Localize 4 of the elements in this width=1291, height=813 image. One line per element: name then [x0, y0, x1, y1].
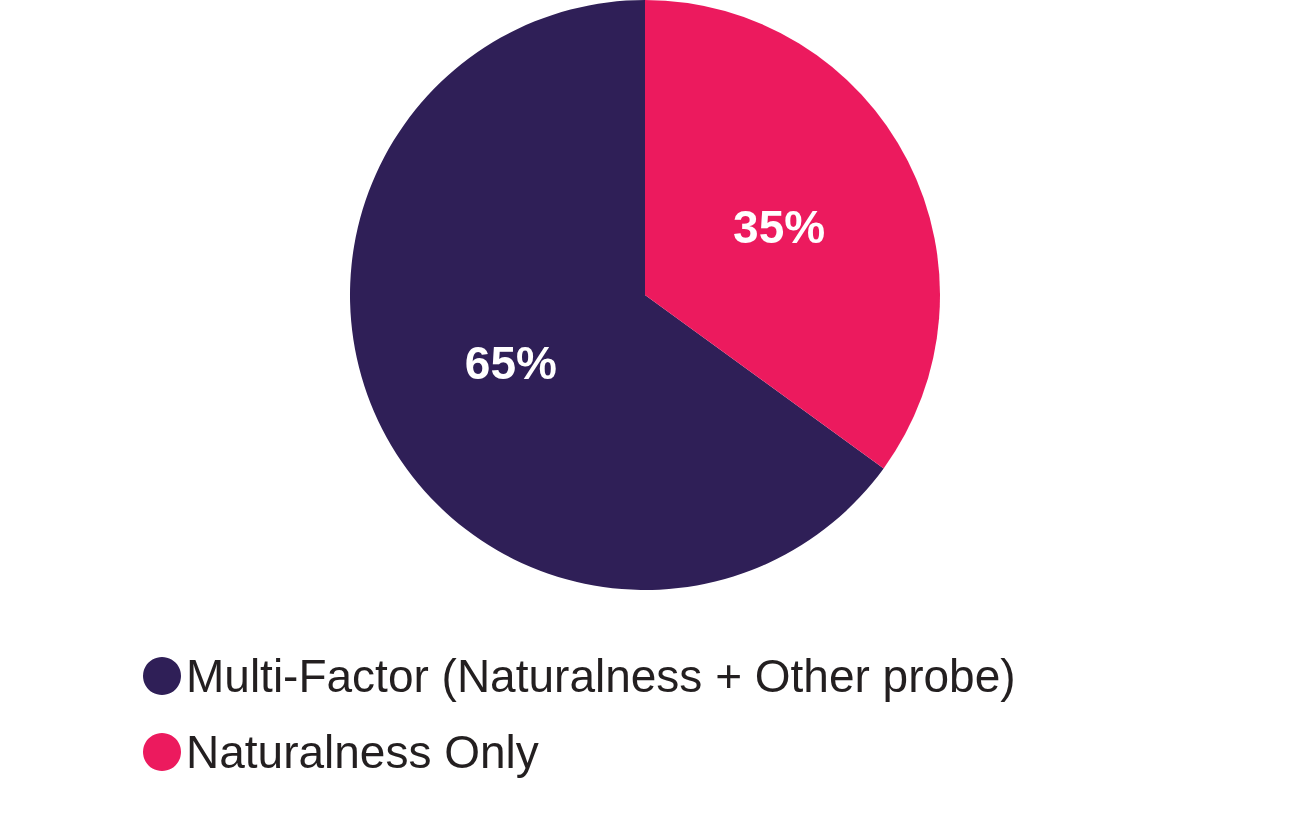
legend-label: Multi-Factor (Naturalness + Other probe) — [186, 650, 1016, 702]
legend-label: Naturalness Only — [186, 726, 539, 778]
data-label: 35% — [733, 200, 826, 253]
data-label: 65% — [464, 337, 557, 390]
